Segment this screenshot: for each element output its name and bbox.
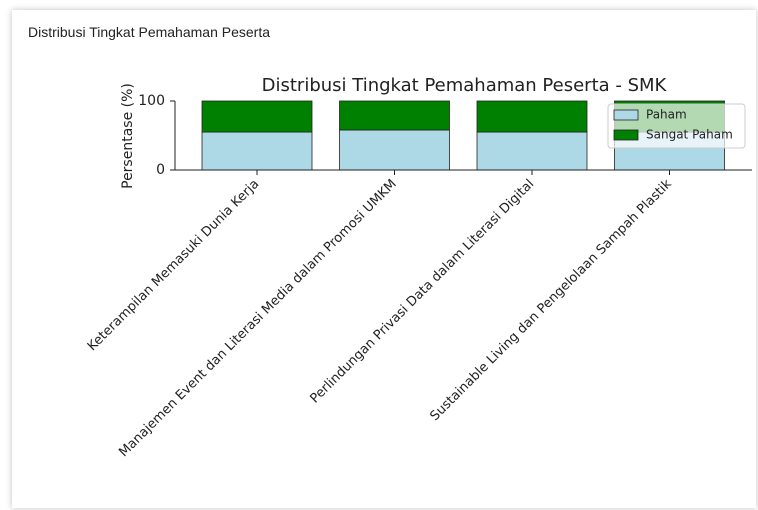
bar-segment: [339, 129, 450, 171]
legend-label: Sangat Paham: [646, 128, 733, 142]
legend-label: Paham: [646, 108, 687, 122]
y-axis-label: Persentase (%): [120, 83, 136, 189]
bar-segment: [476, 131, 588, 171]
card: [12, 10, 756, 508]
y-tick-label: 100: [138, 93, 165, 109]
legend-swatch: [613, 129, 639, 141]
bar-segment: [339, 100, 450, 131]
bar-segment: [201, 131, 313, 171]
heading: Distribusi Tingkat Pemahaman Peserta: [28, 24, 270, 40]
bar-segment: [476, 100, 588, 133]
x-tick-label: Keterampilan Memasuki Dunia Kerja: [85, 177, 262, 354]
x-tick-label: Perlindungan Privasi Data dalam Literasi…: [308, 177, 538, 407]
x-tick-label: Manajemen Event dan Literasi Media dalam…: [116, 177, 399, 460]
legend-swatch: [613, 109, 639, 121]
chart-title: Distribusi Tingkat Pemahaman Peserta - S…: [262, 75, 668, 96]
y-tick-label: 0: [156, 162, 165, 178]
legend-box: [607, 103, 746, 149]
x-tick-label: Sustainable Living dan Pengelolaan Sampa…: [427, 176, 675, 424]
bar-segment: [201, 100, 313, 133]
